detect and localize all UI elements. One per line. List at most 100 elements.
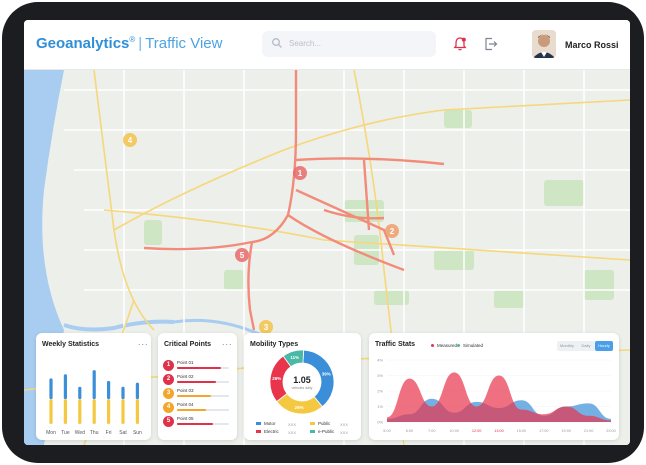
logout-icon[interactable] (483, 36, 499, 52)
map-marker-5[interactable]: 5 (235, 248, 249, 262)
legend-swatch (256, 422, 261, 426)
point-progress (177, 381, 229, 383)
weekly-statistics-title: Weekly Statistics (42, 341, 100, 348)
legend-value: XXX (288, 422, 297, 427)
bar-mon-blue (49, 378, 53, 400)
point-label: Point 03 (177, 388, 194, 393)
legend-dot (431, 344, 434, 348)
view-title: Traffic View (145, 35, 223, 52)
x-tick-label: Mon (46, 430, 56, 436)
y-tick-label: 3% (377, 373, 383, 378)
more-menu-icon[interactable]: ... (138, 337, 149, 347)
legend-swatch (310, 422, 315, 426)
bell-icon[interactable] (452, 36, 468, 52)
legend-measured: Measured (431, 343, 457, 348)
congested-roads (143, 70, 445, 331)
segment-monthly[interactable]: Monthly (557, 341, 577, 351)
y-tick-label: 4% (377, 358, 383, 363)
point-label: Point 02 (177, 374, 194, 379)
legend-label: Motor (264, 421, 276, 426)
bar-sat-blue (121, 386, 125, 400)
mobility-types-card: Mobility Types 39% 26% 26% 11% 1.05 vehicles … (244, 333, 361, 440)
app-title: Geoanalytics® | Traffic View (36, 35, 222, 52)
map-marker-1[interactable]: 1 (293, 166, 307, 180)
critical-point-item[interactable]: 1 Point 01 (163, 360, 233, 372)
slice-percent-label: 26% (272, 376, 281, 381)
donut-center-label: vehicles daily (292, 386, 313, 390)
legend-motor: Motor (256, 421, 276, 426)
donut-slice-e-public (282, 349, 305, 368)
legend-swatch (310, 430, 315, 434)
map-marker-3[interactable]: 3 (259, 320, 273, 334)
x-tick-label: 23:00 (606, 429, 616, 433)
bar-sun-blue (135, 382, 139, 400)
svg-text:5: 5 (240, 251, 245, 260)
legend-label: Measured (437, 343, 458, 348)
point-badge: 2 (163, 374, 174, 385)
critical-points-title: Critical Points (164, 341, 212, 348)
x-tick-label: 17:00 (539, 429, 549, 433)
brand-name: Geoanalytics (36, 35, 130, 52)
map-marker-2[interactable]: 2 (385, 224, 399, 238)
point-progress-fill (177, 381, 216, 383)
x-tick-label: Sun (133, 430, 142, 436)
x-tick-label: 10:00 (449, 429, 459, 433)
weekly-bar-chart: Mon Tue Wed Thu Fri Sat Sun (46, 370, 142, 436)
legend-value: XXX (288, 430, 297, 435)
bar-sat-yellow (121, 399, 125, 424)
svg-text:1: 1 (298, 169, 303, 178)
critical-point-item[interactable]: 5 Point 05 (163, 416, 233, 428)
point-label: Point 05 (177, 416, 194, 421)
y-tick-label: 1% (377, 404, 383, 409)
critical-point-item[interactable]: 2 Point 02 (163, 374, 233, 386)
point-progress (177, 423, 229, 425)
svg-text:3: 3 (264, 323, 269, 332)
critical-point-item[interactable]: 4 Point 04 (163, 402, 233, 414)
slice-percent-label: 26% (295, 405, 304, 410)
legend-swatch (256, 430, 261, 434)
map-marker-4[interactable]: 4 (123, 133, 137, 147)
critical-points-card: Critical Points ... 1 Point 01 2 Point 0… (158, 333, 237, 440)
legend-simulated: Simulated (457, 343, 483, 348)
river (63, 319, 175, 332)
search-input[interactable]: Search... (262, 31, 436, 57)
point-badge: 3 (163, 388, 174, 399)
x-tick-label: Fri (106, 430, 112, 436)
avatar[interactable] (532, 30, 556, 58)
point-progress-fill (177, 409, 206, 411)
user-name[interactable]: Marco Rossi (565, 40, 619, 50)
more-menu-icon[interactable]: ... (222, 337, 233, 347)
x-tick-label: 15:00 (517, 429, 527, 433)
area-series-red (387, 372, 611, 422)
legend-dot (457, 344, 460, 348)
legend-value: XXX (340, 422, 349, 427)
slice-percent-label: 39% (322, 371, 331, 376)
x-tick-label: 5:00 (383, 429, 390, 433)
search-placeholder: Search... (289, 39, 322, 48)
bar-thu-blue (92, 370, 96, 400)
point-badge: 5 (163, 416, 174, 427)
legend-label: Public (318, 421, 331, 426)
y-tick-label: 0% (377, 420, 383, 425)
map-markers: 1 2 3 4 5 (123, 133, 399, 334)
point-progress (177, 367, 229, 369)
bar-fri-blue (107, 380, 111, 400)
search-icon (272, 38, 282, 48)
segment-hourly[interactable]: Hourly (595, 341, 613, 351)
x-tick-label: 7:00 (428, 429, 435, 433)
point-progress-fill (177, 423, 213, 425)
title-separator: | (138, 35, 143, 52)
x-tick-label: 6:00 (406, 429, 413, 433)
point-progress-fill (177, 367, 221, 369)
critical-point-item[interactable]: 3 Point 03 (163, 388, 233, 400)
x-tick-label: Sat (119, 430, 127, 436)
slice-percent-label: 11% (290, 355, 299, 360)
segment-daily[interactable]: Daily (577, 341, 595, 351)
legend-label: Electric (264, 429, 279, 434)
point-label: Point 01 (177, 360, 194, 365)
svg-text:4: 4 (128, 136, 133, 145)
bar-wed-yellow (78, 399, 82, 424)
y-tick-label: 2% (377, 389, 383, 394)
